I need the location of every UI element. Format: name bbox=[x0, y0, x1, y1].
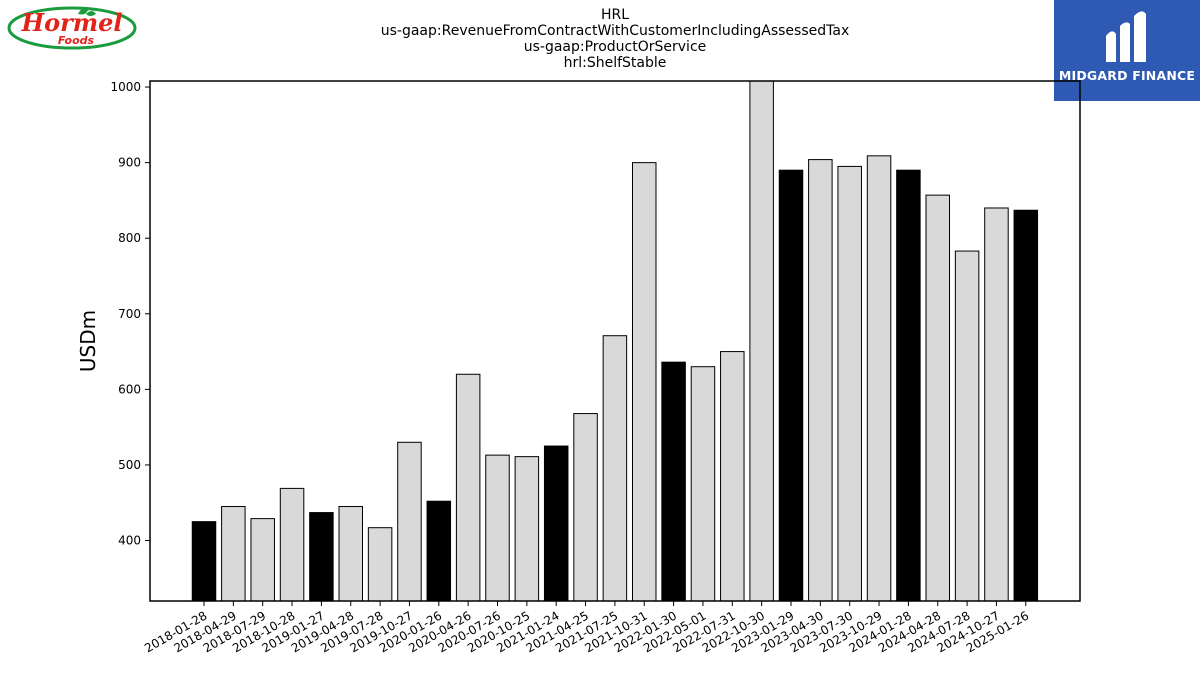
y-axis: 400 500 600 700 800 900 1000 bbox=[110, 80, 150, 548]
bar-2019-01-27 bbox=[309, 512, 334, 602]
bar-2022-07-31 bbox=[720, 351, 745, 602]
bars-layer bbox=[191, 80, 1039, 602]
bar-2020-10-25 bbox=[514, 456, 540, 602]
chart-title: HRL us-gaap:RevenueFromContractWithCusto… bbox=[300, 7, 930, 71]
bar-2019-07-28 bbox=[367, 527, 393, 602]
hormel-wordmark: Hormel bbox=[20, 8, 122, 37]
bar-2018-04-29 bbox=[221, 506, 246, 602]
bar-2024-07-28 bbox=[954, 250, 980, 602]
bar-2023-04-30 bbox=[808, 159, 833, 602]
y-tick-label: 500 bbox=[118, 458, 141, 472]
bar-2023-07-30 bbox=[837, 165, 862, 602]
title-line-member: hrl:ShelfStable bbox=[563, 55, 667, 71]
hormel-foods-logo: Hormel Foods bbox=[6, 4, 138, 52]
bar-2022-01-30 bbox=[661, 361, 686, 602]
bar-2024-04-28 bbox=[925, 194, 950, 602]
hormel-foods-wordmark: Foods bbox=[58, 34, 95, 47]
bar-2023-01-29 bbox=[778, 169, 804, 602]
bar-2025-01-26 bbox=[1013, 209, 1039, 602]
midgard-finance-logo: MIDGARD FINANCE bbox=[1054, 0, 1200, 101]
x-axis: 2018-01-282018-04-292018-07-292018-10-28… bbox=[142, 601, 1031, 655]
bar-2021-01-24 bbox=[543, 445, 569, 602]
bar-2022-05-01 bbox=[690, 366, 716, 602]
bar-2021-04-25 bbox=[573, 413, 598, 602]
midgard-emblem bbox=[1106, 11, 1146, 62]
bar-2020-01-26 bbox=[426, 500, 452, 602]
y-tick-label: 400 bbox=[118, 534, 141, 548]
title-line-axis: us-gaap:ProductOrService bbox=[523, 39, 707, 55]
bar-2019-10-27 bbox=[397, 441, 422, 602]
title-line-concept: us-gaap:RevenueFromContractWithCustomerI… bbox=[380, 23, 850, 39]
bar-2024-01-28 bbox=[896, 169, 921, 602]
bar-2018-01-28 bbox=[191, 521, 217, 602]
bar-2022-10-30 bbox=[749, 80, 774, 602]
bar-2018-10-28 bbox=[279, 487, 305, 602]
y-tick-label: 1000 bbox=[110, 80, 141, 94]
bar-2021-10-31 bbox=[632, 162, 657, 602]
bar-2021-07-25 bbox=[602, 335, 628, 602]
bar-2020-07-26 bbox=[485, 454, 510, 602]
bar-2019-04-28 bbox=[338, 506, 363, 602]
title-line-ticker: HRL bbox=[600, 7, 630, 23]
bar-2018-07-29 bbox=[250, 518, 275, 602]
y-tick-label: 700 bbox=[118, 307, 141, 321]
y-tick-label: 800 bbox=[118, 231, 141, 245]
hormel-logo-graphic: Hormel Foods bbox=[7, 6, 137, 50]
y-tick-label: 600 bbox=[118, 382, 141, 396]
y-axis-label: USDm bbox=[76, 310, 100, 372]
y-tick-label: 900 bbox=[118, 156, 141, 170]
midgard-wordmark: MIDGARD FINANCE bbox=[1058, 68, 1196, 83]
bar-2023-10-29 bbox=[866, 155, 892, 602]
plot-frame bbox=[149, 80, 1081, 602]
bar-2020-04-26 bbox=[455, 373, 481, 602]
bar-2024-10-27 bbox=[984, 207, 1009, 602]
